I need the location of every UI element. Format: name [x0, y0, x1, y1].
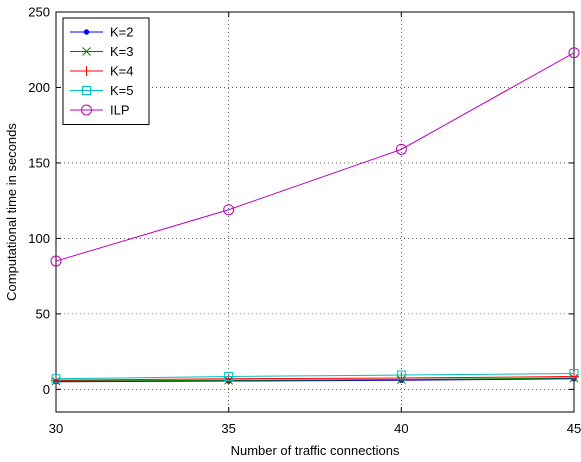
data-point	[569, 369, 579, 379]
legend-item: K=2	[70, 25, 134, 40]
series-line	[55, 376, 575, 381]
x-axis-label: Number of traffic connections	[231, 443, 400, 458]
data-point	[396, 370, 406, 380]
series-line	[55, 378, 575, 383]
grid-lines	[56, 12, 574, 412]
x-tick-label: 45	[567, 421, 581, 436]
y-tick-label: 0	[43, 382, 50, 397]
data-point	[568, 47, 580, 59]
data-point	[223, 373, 234, 384]
data-point	[395, 143, 407, 155]
data-point	[223, 204, 235, 216]
series-line	[55, 373, 575, 380]
legend: K=2 K=3 K=4 K=5 ILP	[62, 17, 150, 125]
y-tick-label: 150	[28, 155, 50, 170]
series-ilp	[50, 47, 580, 267]
data-point	[81, 104, 92, 116]
data-point	[81, 66, 92, 76]
data-point	[50, 255, 62, 267]
data-point	[82, 47, 91, 56]
x-tick-label: 30	[49, 421, 63, 436]
legend-item: K=3	[70, 44, 134, 59]
data-point	[569, 371, 579, 382]
y-axis-label: Computational time in seconds	[4, 123, 19, 301]
legend-label: K=4	[110, 64, 134, 79]
series-layer	[50, 47, 580, 386]
legend-item: K=5	[70, 83, 134, 98]
data-point	[82, 86, 91, 95]
plot-area	[55, 11, 575, 413]
legend-label: K=5	[110, 83, 134, 98]
legend-item: K=4	[70, 64, 134, 79]
y-tick-label: 250	[28, 5, 50, 20]
y-tick-label: 100	[28, 231, 50, 246]
data-point	[51, 375, 61, 386]
legend-label: K=2	[110, 25, 134, 40]
axis-ticks: 30 35 40 45 0 50 100 150 200 250	[28, 5, 581, 437]
series-line	[55, 52, 575, 262]
data-point	[51, 374, 61, 384]
legend-label: ILP	[110, 103, 130, 118]
series-k-5	[51, 369, 579, 384]
x-tick-label: 40	[394, 421, 408, 436]
data-point	[83, 29, 90, 35]
series-k-4	[51, 371, 579, 386]
y-tick-label: 200	[28, 80, 50, 95]
legend-label: K=3	[110, 44, 134, 59]
x-tick-label: 35	[221, 421, 235, 436]
series-line	[55, 377, 575, 382]
y-tick-label: 50	[36, 306, 50, 321]
legend-item: ILP	[70, 103, 130, 118]
data-point	[224, 372, 234, 382]
